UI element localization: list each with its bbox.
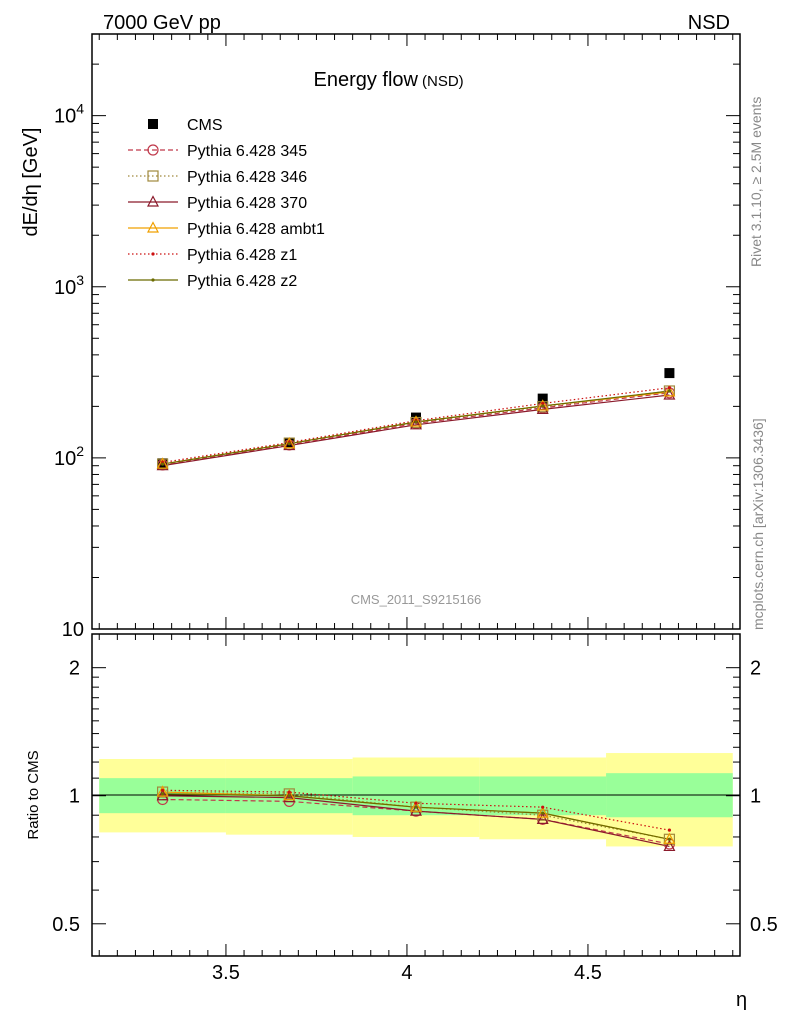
- data-point: [410, 800, 422, 812]
- data-point: [151, 278, 155, 282]
- ratio-y-label: Ratio to CMS: [25, 750, 42, 839]
- main-panel: 10 102 103 104 Energy flow (NSD) dE/dη [GeV…: [20, 33, 741, 641]
- data-point: [160, 792, 165, 796]
- data-point: [160, 462, 165, 466]
- legend-label: Pythia 6.428 345: [187, 143, 307, 160]
- ratio-series: [156, 785, 676, 852]
- data-point: [156, 457, 169, 469]
- rivet-label: Rivet 3.1.10, ≥ 2.5M events: [748, 97, 764, 267]
- mcplots-label: mcplots.cern.ch [arXiv:1306.3436]: [750, 418, 766, 630]
- header-right: NSD: [688, 12, 730, 34]
- x-tick-label: 4: [401, 962, 412, 984]
- main-y-tick-label: 104: [54, 101, 84, 128]
- data-point: [156, 785, 169, 797]
- data-point: [151, 252, 155, 256]
- data-point: [147, 221, 159, 233]
- data-point: [414, 420, 418, 424]
- chart-title-suffix: (NSD): [422, 73, 464, 90]
- data-point: [663, 832, 676, 844]
- header-left: 7000 GeV pp: [103, 12, 221, 34]
- ratio-panel: 3.5 4 4.5 0.5 0.5 1 1 2 2 Ratio to CMS η: [25, 633, 778, 1011]
- data-point: [667, 828, 672, 832]
- legend: CMS Pythia 6.428 345 Pythia 6.428 346 Pythi…: [128, 117, 325, 290]
- data-point: [536, 806, 549, 818]
- ratio-y-tick-label: 1: [69, 786, 80, 808]
- x-tick-label: 3.5: [212, 962, 240, 984]
- watermark: CMS_2011_S9215166: [351, 592, 482, 607]
- data-point: [147, 144, 159, 156]
- data-point: [410, 415, 422, 427]
- data-point: [147, 195, 159, 207]
- main-y-tick-label: 10: [62, 619, 84, 641]
- data-point: [287, 442, 291, 446]
- data-point: [147, 170, 159, 182]
- legend-label: Pythia 6.428 ambt1: [187, 221, 325, 238]
- ratio-y-tick-label: 2: [69, 658, 80, 680]
- main-y-ticks: 10 102 103 104: [54, 33, 740, 641]
- series-line: [162, 789, 670, 831]
- ratio-frame: [91, 633, 741, 957]
- data-point: [283, 790, 296, 803]
- data-point: [541, 805, 545, 809]
- data-point: [536, 399, 549, 411]
- data-point: [287, 794, 291, 798]
- legend-label: Pythia 6.428 z2: [187, 273, 297, 290]
- data-point: [283, 788, 295, 800]
- data-point: [287, 790, 291, 794]
- data-point: [663, 385, 676, 397]
- data-point: [664, 368, 675, 379]
- ratio-y-tick-label-right: 1: [750, 786, 761, 808]
- series-line: [162, 394, 670, 467]
- data-point: [414, 805, 418, 809]
- data-point: [283, 788, 296, 801]
- x-tick-label: 4.5: [574, 962, 602, 984]
- data-point: [414, 801, 418, 805]
- data-point: [536, 812, 549, 824]
- main-series: [156, 368, 676, 471]
- data-point: [283, 436, 296, 449]
- ratio-y-tick-label-right: 0.5: [750, 914, 778, 936]
- data-point: [663, 839, 676, 852]
- data-point: [667, 389, 672, 393]
- chart-title: Energy flow: [314, 69, 419, 91]
- ratio-band-green: [479, 776, 607, 816]
- data-point: [410, 418, 422, 430]
- ratio-y-tick-label-right: 2: [750, 658, 761, 680]
- ratio-y-tick-label: 0.5: [52, 914, 80, 936]
- data-point: [667, 386, 672, 390]
- data-point: [537, 393, 548, 404]
- data-point: [663, 388, 676, 400]
- legend-label: CMS: [187, 117, 223, 134]
- x-axis-label: η: [736, 989, 747, 1011]
- series-line: [162, 791, 670, 840]
- data-point: [148, 119, 158, 129]
- legend-label: Pythia 6.428 346: [187, 169, 307, 186]
- data-point: [536, 402, 549, 415]
- data-point: [156, 458, 169, 471]
- data-point: [410, 804, 422, 816]
- legend-label: Pythia 6.428 z1: [187, 247, 297, 264]
- data-point: [283, 438, 296, 451]
- data-point: [541, 401, 545, 406]
- main-y-tick-label: 103: [54, 272, 84, 299]
- legend-label: Pythia 6.428 370: [187, 195, 307, 212]
- series-line: [162, 798, 670, 845]
- data-point: [537, 809, 549, 821]
- data-point: [156, 788, 169, 801]
- data-point: [541, 811, 545, 815]
- data-point: [541, 404, 545, 408]
- main-y-label: dE/dη [GeV]: [20, 128, 42, 237]
- data-point: [667, 837, 672, 841]
- data-point: [160, 788, 165, 792]
- ratio-ticks: 3.5 4 4.5 0.5 0.5 1 1 2 2: [52, 634, 778, 984]
- main-frame: [91, 33, 741, 630]
- main-y-tick-label: 102: [54, 443, 84, 470]
